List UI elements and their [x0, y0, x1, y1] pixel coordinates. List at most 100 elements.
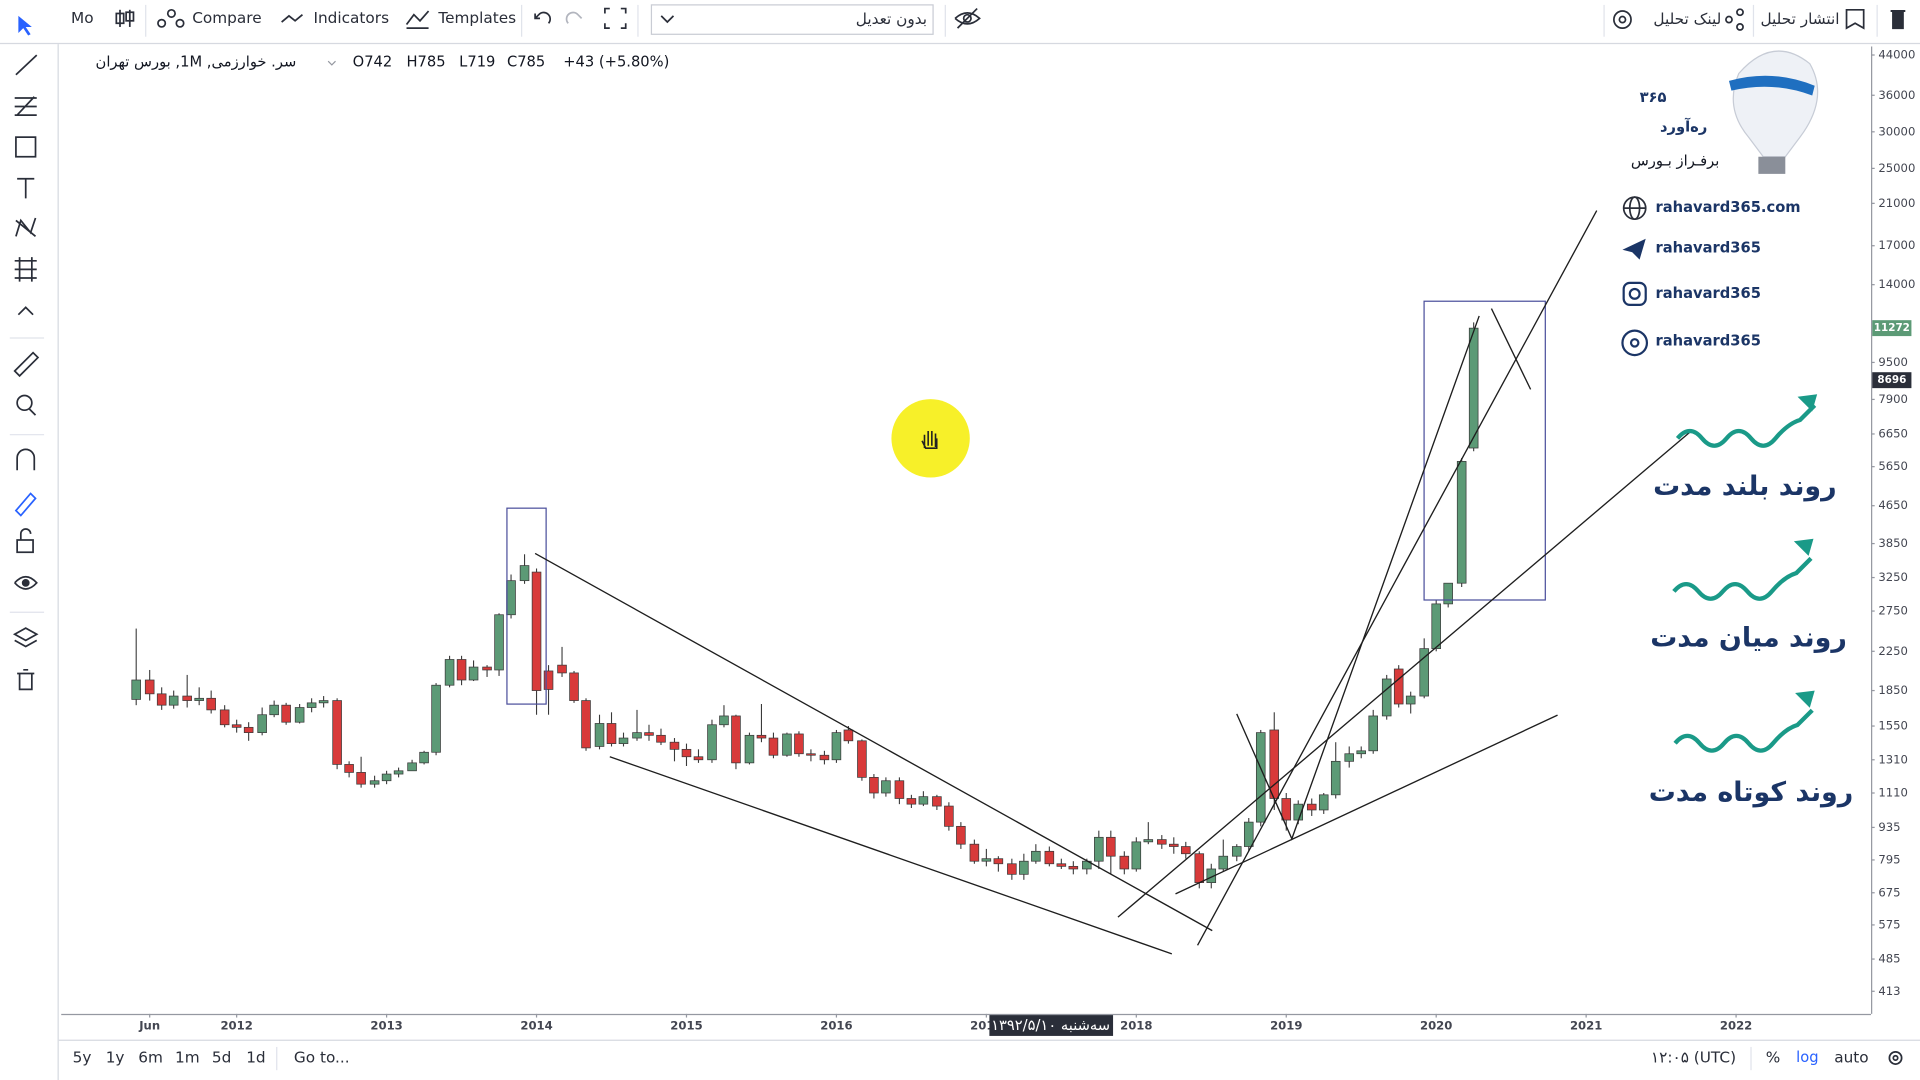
- trend-line[interactable]: [1175, 714, 1558, 895]
- y-tick-label: 14000: [1878, 277, 1915, 291]
- ruler-tool[interactable]: [13, 351, 40, 378]
- pattern-tool[interactable]: [15, 217, 37, 237]
- magnet-tool[interactable]: [16, 448, 36, 471]
- indicators-icon[interactable]: [281, 14, 303, 23]
- clock[interactable]: ۱۲:۰۵ (UTC): [1651, 1048, 1736, 1066]
- y-tick-label: 413: [1878, 984, 1900, 998]
- candle-body: [1019, 860, 1029, 875]
- candle-body: [681, 748, 692, 758]
- chart-type-icon[interactable]: [115, 9, 135, 27]
- candle-body: [1344, 753, 1354, 762]
- compare-button[interactable]: Compare: [192, 9, 261, 27]
- web-icon: [1622, 196, 1647, 221]
- percent-toggle[interactable]: %: [1766, 1048, 1781, 1066]
- range-button[interactable]: 5y: [73, 1048, 92, 1066]
- candle-body: [519, 565, 530, 582]
- log-toggle[interactable]: log: [1796, 1049, 1818, 1066]
- candle-body: [618, 737, 629, 744]
- visibility-tool[interactable]: [14, 575, 38, 590]
- object-tree-tool[interactable]: [12, 627, 39, 648]
- candle-body: [632, 732, 642, 739]
- candle-body: [831, 732, 842, 761]
- hide-button[interactable]: [954, 7, 981, 29]
- aparat-link[interactable]: rahavard365: [1656, 333, 1761, 350]
- auto-toggle[interactable]: auto: [1834, 1048, 1868, 1066]
- fullscreen-button[interactable]: [604, 7, 627, 30]
- candle-body: [407, 762, 417, 772]
- y-tick-label: 1110: [1878, 786, 1908, 800]
- cursor-tool[interactable]: [18, 15, 32, 36]
- range-button[interactable]: 1d: [246, 1048, 265, 1066]
- instagram-link[interactable]: rahavard365: [1656, 285, 1761, 302]
- ohlc-open: O742: [353, 53, 393, 70]
- range-button[interactable]: 6m: [138, 1048, 163, 1066]
- goto-button[interactable]: Go to...: [294, 1048, 350, 1066]
- drawing-mode-tool[interactable]: [14, 492, 37, 517]
- candle-body: [569, 672, 579, 701]
- drawings: [506, 210, 1691, 955]
- ohlc-change: +43 (+5.80%): [563, 53, 669, 70]
- indicators-button[interactable]: Indicators: [313, 9, 389, 27]
- candle-body: [318, 700, 329, 704]
- templates-icon[interactable]: [405, 10, 430, 30]
- range-button[interactable]: 1m: [175, 1048, 200, 1066]
- compare-icon[interactable]: [157, 8, 185, 28]
- publish-button[interactable]: انتشار تحلیل: [1760, 10, 1839, 28]
- x-tick-label: 2021: [1570, 1019, 1602, 1033]
- trend-label: روند کوتاه مدت: [1649, 777, 1854, 808]
- zoom-tool[interactable]: [16, 394, 37, 416]
- lock-tool[interactable]: [16, 528, 34, 554]
- website-link[interactable]: rahavard365.com: [1656, 199, 1801, 216]
- ohlc-low: L719: [459, 53, 495, 70]
- candle-body: [1456, 461, 1467, 584]
- candle-body: [1094, 836, 1104, 862]
- wave-line[interactable]: [1236, 315, 1480, 841]
- trend-line-tool[interactable]: [15, 54, 38, 76]
- shape-tool[interactable]: [15, 136, 37, 158]
- y-tick-label: 795: [1878, 852, 1900, 866]
- range-button[interactable]: 1y: [106, 1048, 125, 1066]
- share-icon: [1725, 8, 1744, 31]
- adjustment-dropdown[interactable]: [650, 4, 934, 35]
- y-tick-label: 36000: [1878, 88, 1915, 102]
- candle-body: [1405, 695, 1416, 705]
- left-toolbar: [9, 15, 59, 1080]
- trend-line[interactable]: [534, 552, 1213, 932]
- wave-line[interactable]: [1490, 308, 1532, 390]
- y-tick-label: 5650: [1878, 459, 1908, 473]
- candle-body: [182, 695, 192, 701]
- redo-button[interactable]: [565, 11, 583, 24]
- candle-body: [543, 670, 554, 690]
- candle-body: [206, 697, 216, 711]
- text-tool[interactable]: [17, 177, 35, 199]
- collapse-button[interactable]: [17, 306, 34, 316]
- axis-settings[interactable]: [1888, 1050, 1903, 1065]
- candle-body: [932, 796, 942, 807]
- fib-tool[interactable]: [14, 96, 37, 116]
- settings-button[interactable]: [1613, 10, 1632, 30]
- trend-line[interactable]: [609, 756, 1173, 955]
- range-button[interactable]: 5d: [212, 1048, 231, 1066]
- ohlc-high: H785: [407, 53, 446, 70]
- telegram-link[interactable]: rahavard365: [1656, 240, 1761, 257]
- symbol-button[interactable]: Mo: [71, 9, 94, 27]
- price-badge-label: 11272: [1874, 322, 1910, 334]
- candle-body: [1431, 603, 1441, 650]
- candle-body: [944, 805, 954, 827]
- candle-body: [744, 734, 755, 764]
- candle-body: [1243, 821, 1254, 847]
- share-link-button[interactable]: لینک تحلیل: [1653, 10, 1721, 28]
- highlight-box[interactable]: [506, 507, 547, 705]
- trend-line[interactable]: [1117, 431, 1691, 918]
- candle-body: [1157, 839, 1167, 845]
- legend: سر. خوارزمی, 1M, بورس تهران O742 H785 L7…: [96, 53, 670, 70]
- undo-button[interactable]: [534, 11, 552, 24]
- prediction-tool[interactable]: [14, 257, 37, 282]
- y-tick-label: 3850: [1878, 536, 1908, 550]
- trend-line[interactable]: [1196, 210, 1598, 946]
- templates-button[interactable]: Templates: [437, 9, 516, 27]
- remove-tool[interactable]: [17, 668, 35, 691]
- delete-button[interactable]: [1890, 10, 1906, 30]
- highlight-box[interactable]: [1423, 300, 1546, 601]
- y-tick-label: 44000: [1878, 48, 1915, 62]
